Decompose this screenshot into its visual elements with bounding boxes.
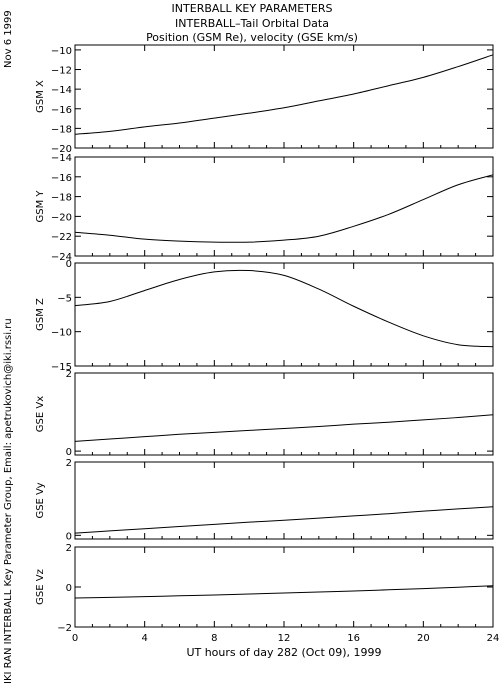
panel-frame (74, 461, 494, 540)
y-tick-label: −10 (51, 328, 72, 339)
y-axis-label: GSM Y (35, 190, 46, 223)
y-tick-label: −20 (51, 144, 72, 155)
panel-frame (74, 262, 494, 367)
chart-title-2: INTERBALL–Tail Orbital Data (175, 17, 329, 30)
y-tick-label: −16 (51, 105, 72, 116)
y-tick-label: −10 (51, 46, 72, 57)
x-axis-label: UT hours of day 282 (Oct 09), 1999 (186, 646, 381, 659)
chart-title-1: INTERBALL KEY PARAMETERS (171, 2, 333, 15)
panel-frame (74, 372, 494, 456)
y-tick-label: −14 (51, 153, 72, 164)
y-axis-label: GSE Vz (35, 569, 46, 605)
y-tick-label: −22 (51, 232, 72, 243)
y-tick-label: −12 (51, 66, 72, 77)
series-line (74, 269, 494, 348)
x-tick-label: 4 (141, 633, 147, 644)
y-axis-label: GSM X (35, 80, 46, 113)
series-line (74, 174, 494, 243)
y-tick-label: −18 (51, 124, 72, 135)
y-axis-label: GSE Vx (35, 396, 46, 432)
x-tick-label: 24 (487, 633, 500, 644)
y-tick-label: 2 (66, 543, 72, 554)
y-tick-label: −2 (57, 623, 72, 634)
y-tick-label: 0 (66, 259, 72, 270)
y-tick-label: −5 (57, 293, 72, 304)
panel-frame (74, 546, 494, 628)
y-tick-label: −20 (51, 212, 72, 223)
x-tick-label: 8 (211, 633, 217, 644)
y-axis-label: GSM Z (35, 298, 46, 331)
series-line (74, 506, 494, 534)
y-tick-label: 0 (66, 583, 72, 594)
y-tick-label: −18 (51, 193, 72, 204)
series-line (74, 585, 494, 599)
y-tick-label: 2 (66, 458, 72, 469)
panel-frame (74, 156, 494, 257)
chart-title-3: Position (GSM Re), velocity (GSE km/s) (146, 31, 358, 44)
y-axis-label: GSE Vy (35, 482, 46, 518)
y-tick-label: −15 (51, 362, 72, 373)
y-tick-label: −16 (51, 173, 72, 184)
y-tick-label: −24 (51, 252, 72, 263)
series-line (74, 54, 494, 135)
y-tick-label: 0 (66, 447, 72, 458)
y-tick-label: 0 (66, 531, 72, 542)
x-tick-label: 20 (417, 633, 430, 644)
x-tick-label: 12 (278, 633, 291, 644)
panel-frame (74, 44, 494, 149)
series-line (74, 414, 494, 442)
x-tick-label: 16 (347, 633, 360, 644)
x-tick-label: 0 (72, 633, 78, 644)
y-tick-label: 2 (66, 369, 72, 380)
y-tick-label: −14 (51, 85, 72, 96)
